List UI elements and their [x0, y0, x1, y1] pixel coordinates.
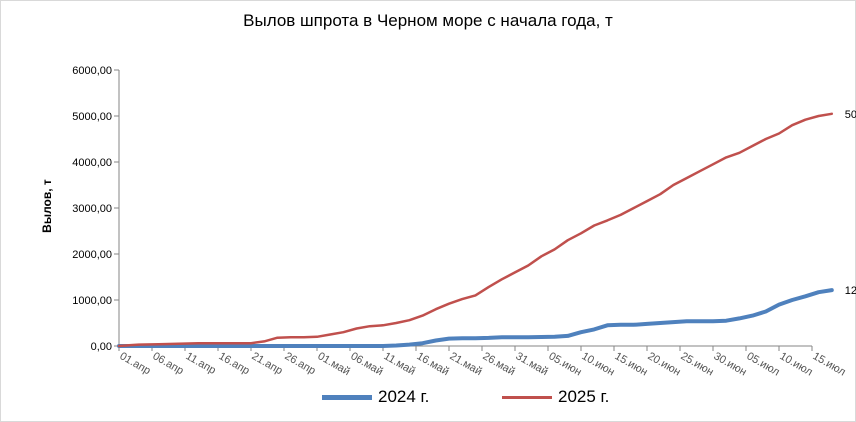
y-tick-label: 6000,00: [72, 65, 112, 77]
y-tick-label: 0,00: [91, 341, 112, 353]
x-tick-label: 01.май: [316, 350, 352, 378]
legend-label-2024: 2024 г.: [378, 387, 430, 406]
chart-title: Вылов шпрота в Черном море с начала года…: [243, 11, 613, 30]
x-tick-label: 16.апр: [217, 350, 252, 377]
y-tick-label: 5000,00: [72, 111, 112, 123]
x-tick-label: 10.июл: [778, 350, 815, 378]
x-tick-label: 16.май: [415, 350, 451, 378]
x-tick-label: 31.май: [514, 350, 550, 378]
y-tick-label: 1000,00: [72, 295, 112, 307]
x-tick-label: 01.апр: [118, 350, 153, 377]
y-tick-label: 2000,00: [72, 249, 112, 261]
x-tick-label: 15.июл: [811, 350, 848, 378]
x-tick-label: 15.июн: [613, 350, 650, 378]
x-tick-label: 05.июл: [745, 350, 782, 378]
x-tick-label: 30.июн: [712, 350, 749, 378]
legend-swatch-2024: [322, 394, 372, 400]
legend-item-2024: 2024 г.: [322, 387, 429, 407]
x-tick-label: 21.май: [448, 350, 484, 378]
series-line-0: [117, 288, 834, 348]
x-tick-label: 21.апр: [250, 350, 285, 377]
x-tick-label: 25.июн: [679, 350, 716, 378]
series-end-label-1: 5046,89: [845, 109, 856, 121]
legend-label-2025: 2025 г.: [558, 387, 610, 406]
legend-swatch-2025: [502, 395, 552, 399]
x-tick-label: 11.апр: [184, 350, 218, 377]
series-end-label-0: 1215,11: [845, 285, 856, 297]
x-tick-label: 10.июн: [580, 350, 617, 378]
x-tick-label: 06.апр: [151, 350, 186, 377]
legend-item-2025: 2025 г.: [502, 387, 609, 407]
x-tick-label: 20.июн: [646, 350, 683, 378]
series-line-1: [117, 112, 834, 348]
x-tick-label: 26.май: [481, 350, 517, 378]
x-tick-label: 11.май: [382, 350, 418, 378]
x-tick-label: 06.май: [349, 350, 385, 378]
y-tick-label: 3000,00: [72, 203, 112, 215]
x-tick-label: 05.июн: [547, 350, 584, 378]
legend: 2024 г. 2025 г.: [0, 387, 856, 413]
x-tick-label: 26.апр: [283, 350, 318, 377]
y-tick-label: 4000,00: [72, 157, 112, 169]
